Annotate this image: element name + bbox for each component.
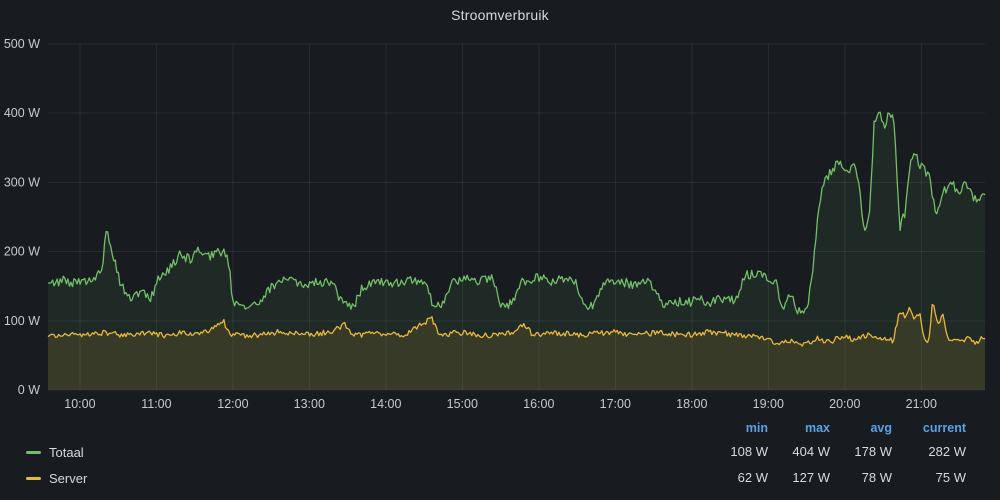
power-usage-chart[interactable]: 0 W 100 W 200 W 300 W 400 W 500 W 10:00 11:00 12… [0,0,1000,416]
svg-text:0 W: 0 W [18,383,40,397]
totaal-series-swatch [26,451,41,454]
legend-row-totaal: Totaal 108 W 404 W 178 W 282 W [26,438,976,464]
svg-text:15:00: 15:00 [447,397,478,411]
svg-text:12:00: 12:00 [217,397,248,411]
legend-col-avg[interactable]: avg [870,421,892,435]
svg-text:14:00: 14:00 [370,397,401,411]
svg-text:400 W: 400 W [4,106,40,120]
axis-tick-labels: 0 W 100 W 200 W 300 W 400 W 500 W 10:00 11:00 12… [4,37,937,411]
series-server [47,303,986,390]
legend-name-header [26,418,716,438]
series-totaal [47,111,986,390]
totaal-series-label: Totaal [49,445,84,460]
svg-text:18:00: 18:00 [676,397,707,411]
svg-text:13:00: 13:00 [294,397,325,411]
totaal-current-value: 282 W [928,443,966,459]
server-min-value: 62 W [737,469,768,485]
legend-row-server: Server 62 W 127 W 78 W 75 W [26,464,976,490]
svg-text:19:00: 19:00 [753,397,784,411]
svg-text:100 W: 100 W [4,314,40,328]
legend-col-current[interactable]: current [922,421,966,435]
legend-header-row: min max avg current [26,418,976,438]
svg-text:11:00: 11:00 [141,397,171,411]
svg-text:200 W: 200 W [4,245,40,259]
totaal-series-toggle[interactable]: Totaal [26,445,84,460]
server-max-value: 127 W [792,469,830,485]
totaal-min-value: 108 W [730,443,768,459]
svg-text:16:00: 16:00 [523,397,554,411]
svg-text:21:00: 21:00 [906,397,937,411]
totaal-avg-value: 178 W [854,443,892,459]
panel-title: Stroomverbruik [451,7,549,23]
svg-text:500 W: 500 W [4,37,40,51]
legend-col-max[interactable]: max [804,421,830,435]
server-avg-value: 78 W [861,469,892,485]
legend: min max avg current Totaal 108 W 404 W [0,416,1000,490]
svg-text:300 W: 300 W [4,175,40,189]
server-current-value: 75 W [935,469,966,485]
legend-col-min[interactable]: min [745,421,768,435]
legend-table: min max avg current Totaal 108 W 404 W [26,418,976,490]
svg-text:10:00: 10:00 [64,397,95,411]
server-series-label: Server [49,471,88,486]
svg-text:20:00: 20:00 [829,397,860,411]
server-series-swatch [26,477,41,480]
server-series-toggle[interactable]: Server [26,471,87,486]
totaal-max-value: 404 W [792,443,830,459]
svg-text:17:00: 17:00 [600,397,631,411]
